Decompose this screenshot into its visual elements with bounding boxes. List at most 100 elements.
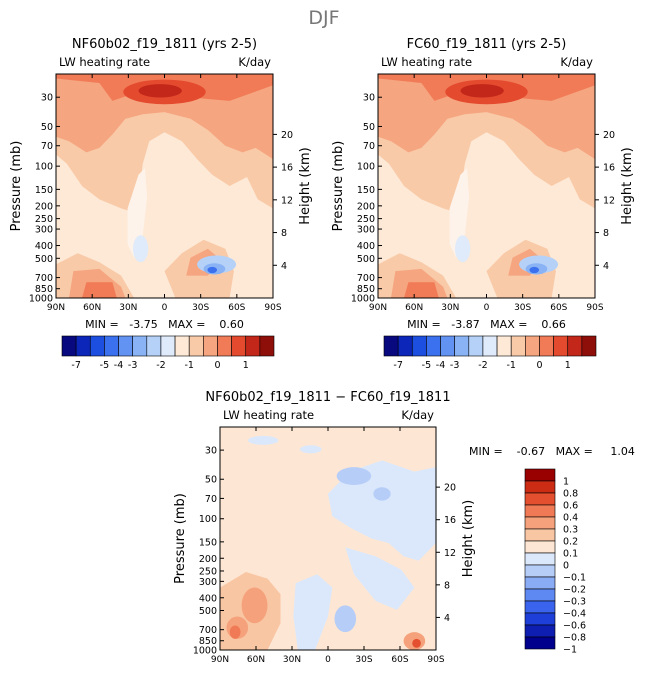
colorbar-diff: 10.80.60.40.30.20.10−0.1−0.2−0.3−0.4−0.6… <box>524 468 586 656</box>
pressure-tick-label: 200 <box>35 201 53 212</box>
colorbar-label: -5 <box>100 360 109 371</box>
pressure-tick-label: 500 <box>357 254 375 265</box>
pressure-tick-label: 30 <box>363 93 375 104</box>
colorbar-swatch <box>524 636 556 650</box>
colorbar-swatch <box>426 335 441 357</box>
colorbar-swatch <box>524 504 556 518</box>
pressure-tick-label: 250 <box>357 214 375 225</box>
x-tick-label: 60N <box>247 655 265 665</box>
height-tick-label: 20 <box>444 483 456 494</box>
x-tick-label: 90S <box>264 303 281 313</box>
colorbar-swatch <box>524 492 556 506</box>
x-tick-label: 90S <box>586 303 603 313</box>
pressure-tick-label: 850 <box>35 284 53 295</box>
contour-region <box>299 445 322 454</box>
pressure-tick-label: 1000 <box>351 294 375 305</box>
pressure-tick-label: 300 <box>199 577 217 588</box>
colorbar-label: −0.8 <box>563 633 586 644</box>
pressure-tick-label: 700 <box>199 625 217 636</box>
contour-region <box>404 282 439 298</box>
colorbar-label: 1 <box>563 477 569 488</box>
pressure-tick-label: 30 <box>205 446 217 457</box>
colorbar-label: -4 <box>436 360 445 371</box>
colorbar-label: -3 <box>128 360 137 371</box>
contour-region <box>248 435 279 445</box>
pressure-tick-label: 700 <box>35 273 53 284</box>
colorbar-swatch <box>146 335 162 357</box>
pressure-tick-label: 150 <box>357 185 375 196</box>
height-tick-label: 8 <box>603 228 609 239</box>
x-tick-label: 90S <box>427 655 444 665</box>
units-label: K/day <box>401 408 434 422</box>
contour-region <box>336 467 372 485</box>
colorbar-label: -4 <box>114 360 123 371</box>
colorbar-swatch <box>468 335 484 357</box>
colorbar-swatch <box>174 335 190 357</box>
colorbar-label: -7 <box>393 360 402 371</box>
contour-region <box>82 282 117 298</box>
pressure-tick-label: 70 <box>363 141 375 152</box>
pressure-tick-label: 400 <box>199 593 217 604</box>
pressure-tick-label: 400 <box>35 241 53 252</box>
colorbar-label: 0.8 <box>563 489 578 500</box>
height-tick-label: 20 <box>281 130 293 141</box>
x-tick-label: 30S <box>192 303 209 313</box>
colorbar-swatch <box>245 335 261 357</box>
colorbar-label: -3 <box>450 360 459 371</box>
colorbar-swatch <box>440 335 455 357</box>
pressure-tick-label: 300 <box>357 225 375 236</box>
colorbar-swatch <box>496 335 512 357</box>
pressure-tick-label: 400 <box>357 241 375 252</box>
colorbar-swatch <box>524 624 556 638</box>
units-label: K/day <box>560 55 593 69</box>
pressure-tick-label: 100 <box>357 162 375 173</box>
pressure-tick-label: 50 <box>41 122 53 133</box>
x-tick-label: 0 <box>484 303 490 313</box>
colorbar-swatch <box>61 335 77 357</box>
x-tick-label: 90N <box>211 655 229 665</box>
colorbar-label: -7 <box>71 360 80 371</box>
x-tick-label: 30S <box>355 655 372 665</box>
colorbar-swatch <box>104 335 119 357</box>
colorbar-swatch <box>217 335 232 357</box>
colorbar-top: -7 -5 -4 -3 -2 -1 0 1 -7 -5 -4 -3 -2 -1 0 1 <box>61 335 597 371</box>
panel-title: NF60b02_f19_1811 (yrs 2-5) <box>72 37 257 52</box>
stats-label: MIN = -3.87 MAX = 0.66 <box>407 318 566 331</box>
panel-nf: NF60b02_f19_1811 (yrs 2-5) LW heating rat… <box>9 37 313 331</box>
contour-field <box>220 427 436 650</box>
pressure-tick-label: 300 <box>35 225 53 236</box>
contour-region <box>328 460 436 561</box>
pressure-tick-label: 50 <box>205 475 217 486</box>
panel-diff: NF60b02_f19_1811 − FC60_f19_1811 LW heati… <box>173 390 635 665</box>
units-label: K/day <box>238 55 271 69</box>
variable-label: LW heating rate <box>223 408 314 422</box>
colorbar-label: 0 <box>214 360 220 371</box>
colorbar-swatch <box>482 335 498 357</box>
x-tick-label: 30N <box>283 655 301 665</box>
colorbar-label: −0.1 <box>563 573 586 584</box>
pressure-tick-label: 250 <box>35 214 53 225</box>
height-tick-label: 12 <box>603 195 615 206</box>
y-axis-label: Pressure (mb) <box>173 493 188 584</box>
height-tick-label: 16 <box>603 163 615 174</box>
contour-region <box>138 84 182 98</box>
pressure-tick-label: 850 <box>357 284 375 295</box>
pressure-tick-label: 1000 <box>193 646 217 657</box>
colorbar-label: 0.4 <box>563 513 578 524</box>
x-tick-label: 30S <box>514 303 531 313</box>
colorbar-label: 0 <box>536 360 542 371</box>
colorbar-swatch <box>118 335 133 357</box>
y2-axis-label: Height (km) <box>298 147 313 224</box>
contour-region <box>373 487 391 501</box>
colorbar-swatch <box>397 335 413 357</box>
pressure-tick-label: 150 <box>35 185 53 196</box>
colorbar-swatch <box>89 335 105 357</box>
colorbar-label: 0.6 <box>563 501 578 512</box>
colorbar-label: -1 <box>506 360 515 371</box>
height-tick-label: 8 <box>444 580 450 591</box>
panel-title: NF60b02_f19_1811 − FC60_f19_1811 <box>205 390 450 405</box>
panel-fc: FC60_f19_1811 (yrs 2-5) LW heating rate K/… <box>331 37 635 331</box>
x-tick-label: 60S <box>550 303 567 313</box>
height-tick-label: 20 <box>603 130 615 141</box>
colorbar-swatch <box>581 335 597 357</box>
